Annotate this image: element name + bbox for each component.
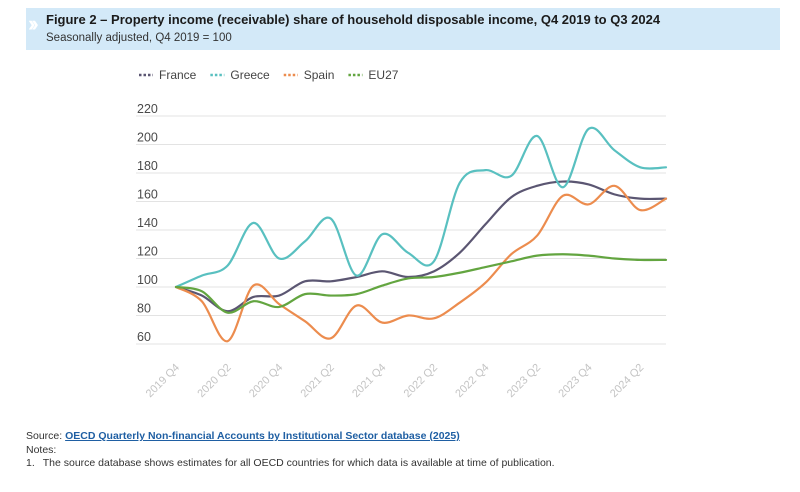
series-line-greece: [174, 126, 668, 289]
y-tick-label: 160: [137, 188, 158, 202]
series-line-france: [174, 180, 668, 313]
y-tick-label: 120: [137, 245, 158, 259]
x-tick-label: 2020 Q2: [195, 362, 233, 400]
series-line-eu27: [174, 253, 668, 314]
source-line: Source: OECD Quarterly Non-financial Acc…: [26, 430, 786, 444]
x-tick-label: 2022 Q4: [453, 362, 491, 400]
note-item: 1. The source database shows estimates f…: [26, 457, 786, 471]
x-tick-label: 2020 Q4: [247, 362, 285, 400]
source-link[interactable]: OECD Quarterly Non-financial Accounts by…: [65, 430, 460, 442]
y-tick-label: 140: [137, 216, 158, 230]
legend-label-greece: Greece: [230, 68, 270, 82]
source-label: Source:: [26, 430, 63, 442]
legend-label-eu27: EU27: [368, 68, 398, 82]
y-tick-label: 100: [137, 273, 158, 287]
legend-label-france: France: [159, 68, 197, 82]
note-text: The source database shows estimates for …: [42, 457, 555, 469]
note-number: 1.: [26, 457, 35, 469]
series-line-spain: [174, 184, 668, 343]
x-tick-label: 2022 Q2: [402, 362, 440, 400]
x-tick-label: 2023 Q2: [505, 362, 543, 400]
line-chart: 60 80 100 120 140 160 180 200 220 2019 Q4 2020 Q2 2…: [136, 68, 668, 400]
y-tick-label: 80: [137, 302, 151, 316]
x-tick-label: 2021 Q4: [350, 362, 388, 400]
y-tick-label: 200: [137, 131, 158, 145]
x-tick-label: 2021 Q2: [299, 362, 337, 400]
x-tick-label: 2019 Q4: [144, 362, 182, 400]
figure-footer: Source: OECD Quarterly Non-financial Acc…: [26, 430, 786, 471]
y-tick-label: 220: [137, 102, 158, 116]
x-tick-label: 2023 Q4: [556, 362, 594, 400]
figure-header: ›› Figure 2 – Property income (receivabl…: [26, 8, 780, 50]
figure-title: Figure 2 – Property income (receivable) …: [46, 12, 661, 27]
double-chevron-right-icon: ››: [28, 11, 39, 36]
y-tick-label: 60: [137, 330, 151, 344]
x-tick-label: 2024 Q2: [608, 362, 646, 400]
notes-label: Notes:: [26, 443, 57, 456]
y-tick-label: 180: [137, 159, 158, 173]
legend-label-spain: Spain: [304, 68, 335, 82]
figure-subtitle: Seasonally adjusted, Q4 2019 = 100: [46, 32, 232, 44]
